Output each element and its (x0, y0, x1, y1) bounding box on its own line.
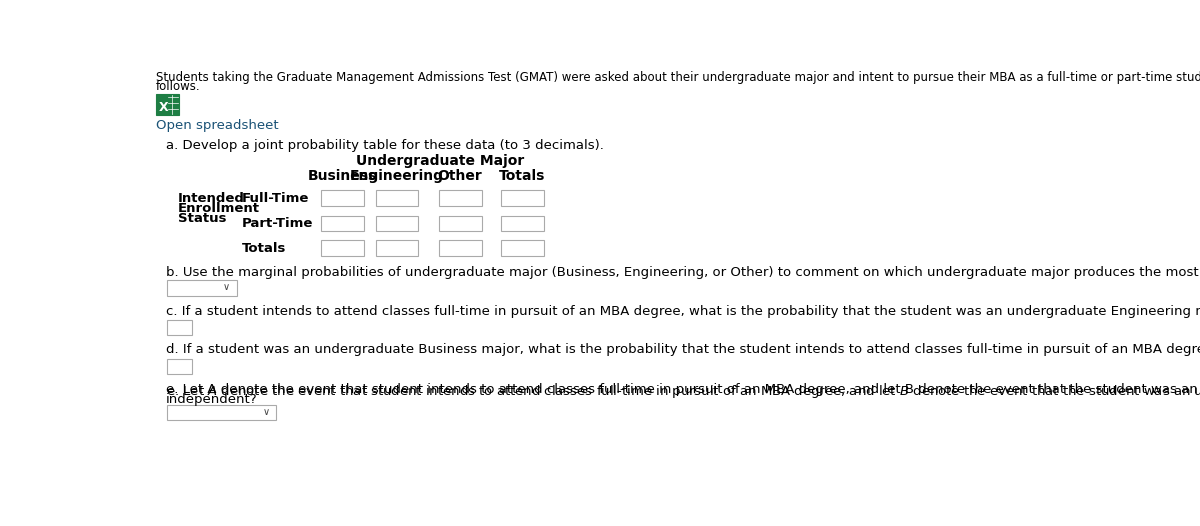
FancyBboxPatch shape (376, 216, 418, 231)
Text: Totals: Totals (499, 169, 545, 184)
FancyBboxPatch shape (439, 216, 481, 231)
Text: c. If a student intends to attend classes full-time in pursuit of an MBA degree,: c. If a student intends to attend classe… (166, 305, 1200, 318)
Text: a. Develop a joint probability table for these data (to 3 decimals).: a. Develop a joint probability table for… (166, 138, 604, 151)
FancyBboxPatch shape (322, 240, 364, 256)
Text: Enrollment: Enrollment (178, 203, 260, 216)
Text: Students taking the Graduate Management Admissions Test (GMAT) were asked about : Students taking the Graduate Management … (156, 71, 1200, 84)
FancyBboxPatch shape (167, 319, 192, 335)
FancyBboxPatch shape (376, 240, 418, 256)
Text: Intended: Intended (178, 193, 245, 206)
Text: Totals: Totals (241, 242, 286, 255)
FancyBboxPatch shape (502, 190, 544, 206)
FancyBboxPatch shape (376, 190, 418, 206)
FancyBboxPatch shape (502, 240, 544, 256)
Text: e. Let A denote the event that student intends to attend classes full-time in pu: e. Let A denote the event that student i… (166, 383, 1200, 396)
Text: X: X (158, 101, 168, 114)
FancyBboxPatch shape (322, 190, 364, 206)
FancyBboxPatch shape (167, 405, 276, 420)
FancyBboxPatch shape (156, 94, 180, 116)
FancyBboxPatch shape (167, 359, 192, 374)
FancyBboxPatch shape (167, 280, 236, 296)
Text: Other: Other (438, 169, 482, 184)
Text: Business: Business (307, 169, 377, 184)
Text: independent?: independent? (166, 393, 257, 406)
Text: Undergraduate Major: Undergraduate Major (356, 154, 524, 168)
Text: d. If a student was an undergraduate Business major, what is the probability tha: d. If a student was an undergraduate Bus… (166, 343, 1200, 357)
Text: follows.: follows. (156, 80, 200, 93)
FancyBboxPatch shape (322, 216, 364, 231)
Text: e. Let $\mathit{A}$ denote the event that student intends to attend classes full: e. Let $\mathit{A}$ denote the event tha… (166, 383, 1200, 400)
Text: Engineering: Engineering (349, 169, 444, 184)
Text: Full-Time: Full-Time (241, 193, 308, 206)
Text: ∨: ∨ (222, 282, 229, 292)
Text: b. Use the marginal probabilities of undergraduate major (Business, Engineering,: b. Use the marginal probabilities of und… (166, 266, 1200, 279)
Text: Part-Time: Part-Time (241, 217, 313, 230)
Text: ∨: ∨ (263, 407, 270, 417)
FancyBboxPatch shape (439, 190, 481, 206)
FancyBboxPatch shape (439, 240, 481, 256)
FancyBboxPatch shape (502, 216, 544, 231)
Text: Status: Status (178, 213, 227, 226)
Text: Open spreadsheet: Open spreadsheet (156, 119, 278, 133)
